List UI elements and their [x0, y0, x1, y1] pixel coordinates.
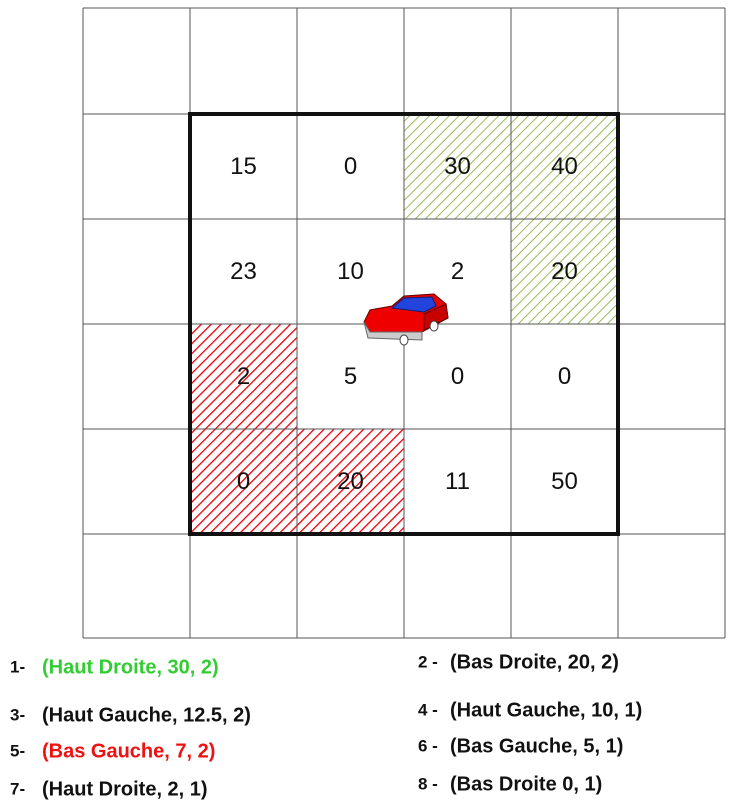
cell-value: 0	[558, 363, 571, 390]
legend-text: (Bas Droite, 20, 2)	[450, 651, 619, 673]
cell-value: 15	[230, 153, 257, 180]
hatch	[297, 429, 404, 534]
hatches	[190, 114, 618, 534]
legend-text: (Bas Droite 0, 1)	[450, 773, 602, 795]
cell-value: 0	[237, 468, 250, 495]
legend-number: 7-	[10, 779, 25, 798]
legend-number: 5-	[10, 741, 25, 760]
legend-number: 2 -	[418, 652, 438, 671]
cell-value: 23	[230, 258, 257, 285]
legend-text: (Haut Gauche, 10, 1)	[450, 699, 642, 721]
hatch	[190, 324, 297, 429]
cell-value: 2	[451, 258, 464, 285]
cell-value: 2	[237, 363, 250, 390]
cell-value: 5	[344, 363, 357, 390]
legend-text: (Haut Droite, 30, 2)	[42, 656, 219, 678]
cell-value: 0	[451, 363, 464, 390]
cell-value: 50	[551, 468, 578, 495]
legend-text: (Bas Gauche, 7, 2)	[42, 740, 215, 762]
legend-text: (Haut Gauche, 12.5, 2)	[42, 704, 251, 726]
legend-number: 3-	[10, 705, 25, 724]
cell-value: 40	[551, 153, 578, 180]
cell-value: 20	[337, 468, 364, 495]
cell-value: 10	[337, 258, 364, 285]
hatch	[511, 219, 618, 324]
legend-number: 1-	[10, 657, 25, 676]
legend-number: 6 -	[418, 736, 438, 755]
hatch	[404, 114, 511, 219]
legend: 1- (Haut Droite, 30, 2) 2 - (Bas Droite, 20…	[10, 651, 642, 800]
hatch	[511, 114, 618, 219]
legend-number: 8 -	[418, 774, 438, 793]
cell-value: 0	[344, 153, 357, 180]
legend-text: (Haut Droite, 2, 1)	[42, 778, 208, 800]
hatch	[190, 429, 297, 534]
focus-box	[188, 112, 620, 536]
car-icon	[363, 293, 449, 346]
cell-value: 30	[444, 153, 471, 180]
legend-text: (Bas Gauche, 5, 1)	[450, 735, 623, 757]
cell-value: 20	[551, 258, 578, 285]
cell-value: 11	[445, 468, 470, 495]
legend-number: 4 -	[418, 700, 438, 719]
